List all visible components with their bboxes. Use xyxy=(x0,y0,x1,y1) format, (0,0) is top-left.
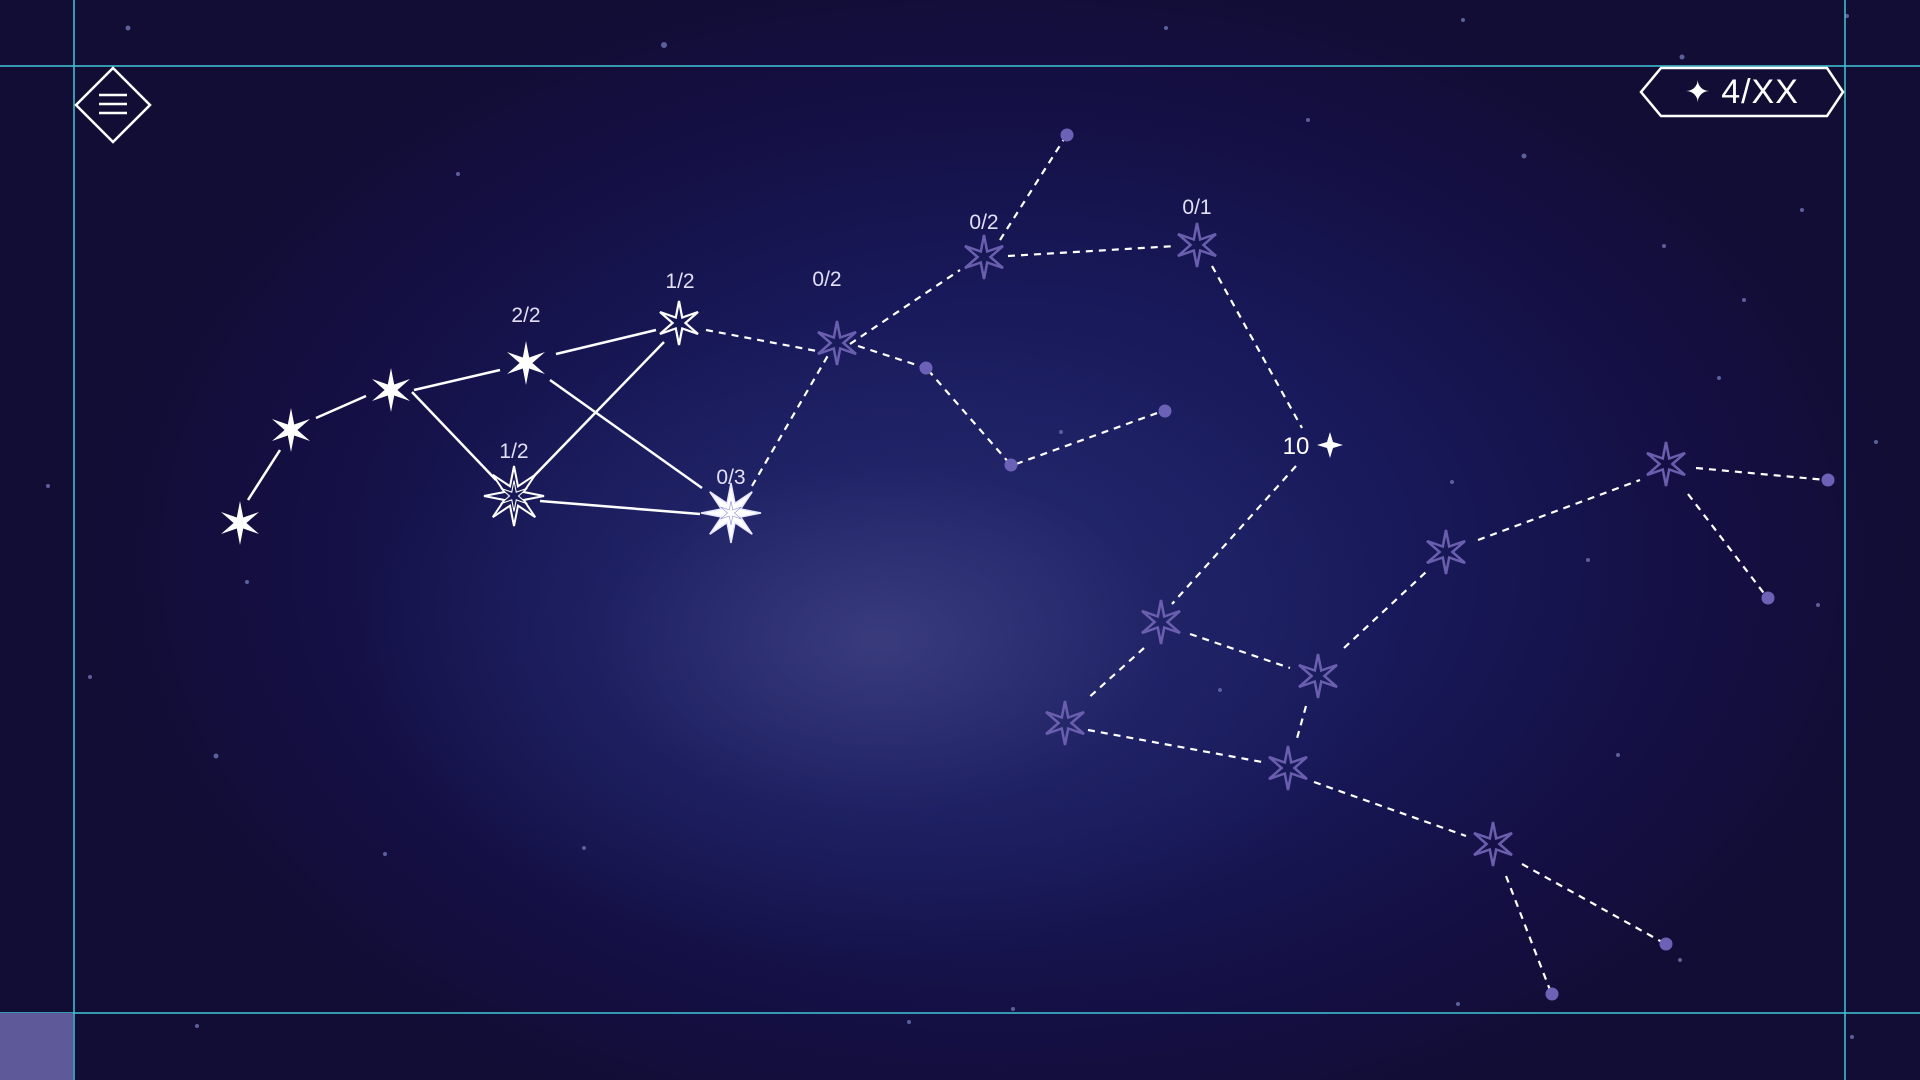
link-s8-d1 xyxy=(857,344,927,370)
link-s12-s16 xyxy=(1294,705,1308,743)
star-s15[interactable] xyxy=(1645,440,1687,488)
link-s12-s14 xyxy=(1343,571,1427,649)
hamburger-icon xyxy=(74,66,152,144)
link-s7-s8 xyxy=(751,351,831,487)
endpoint-dots xyxy=(919,128,1835,1001)
link-s9-s10 xyxy=(1007,244,1177,258)
corner-swatch xyxy=(0,1013,73,1080)
star-s6[interactable] xyxy=(483,465,545,527)
star-s4[interactable] xyxy=(507,341,545,385)
link-s3-s6 xyxy=(411,391,497,481)
label-s5: 1/2 xyxy=(665,270,694,293)
label-s7: 0/3 xyxy=(716,466,745,489)
link-s1-s2 xyxy=(246,449,282,501)
link-s9-d2 xyxy=(999,135,1067,241)
star-s2[interactable] xyxy=(272,408,310,452)
star-s7[interactable] xyxy=(700,482,762,544)
node-dot xyxy=(1545,987,1559,1001)
star-s1[interactable] xyxy=(221,501,259,545)
node-dot xyxy=(1821,473,1835,487)
node-dot xyxy=(1004,458,1018,472)
badge-frame xyxy=(1639,66,1845,118)
link-s16-s17 xyxy=(1313,780,1467,838)
star-s16[interactable] xyxy=(1267,744,1309,792)
link-reward-s11 xyxy=(1171,465,1297,605)
reward-sparkle-icon xyxy=(1317,432,1343,458)
background-dust xyxy=(46,14,1878,1039)
link-s2-s3 xyxy=(315,394,367,420)
counter-content: ✦ 4/XX xyxy=(1639,66,1845,118)
label-s8: 0/2 xyxy=(812,268,841,291)
star-s5[interactable] xyxy=(658,299,700,347)
link-s17-d8 xyxy=(1504,875,1552,991)
link-d3-d4 xyxy=(1015,410,1161,466)
star-s10[interactable] xyxy=(1176,221,1218,269)
star-s12[interactable] xyxy=(1297,652,1339,700)
link-d1-d3 xyxy=(927,369,1011,465)
star-counter-badge[interactable]: ✦ 4/XX xyxy=(1639,66,1845,118)
reward-value: 10 xyxy=(1283,433,1310,460)
node-dot xyxy=(1060,128,1074,142)
link-s17-d7 xyxy=(1521,863,1663,943)
node-dot xyxy=(1158,404,1172,418)
progress-labels: 2/2 1/2 1/2 0/3 0/2 0/2 0/1 xyxy=(499,196,1211,489)
link-s8-s9 xyxy=(849,269,961,345)
menu-button[interactable] xyxy=(74,66,152,144)
star-s17[interactable] xyxy=(1472,820,1514,868)
node-dot xyxy=(1761,591,1775,605)
link-s15-d6 xyxy=(1687,493,1767,597)
link-s3-s4 xyxy=(413,368,501,392)
star-s11[interactable] xyxy=(1140,598,1182,646)
counter-value: 4/XX xyxy=(1721,72,1799,111)
link-s11-s12 xyxy=(1189,632,1291,670)
link-s4-s7 xyxy=(549,378,703,490)
reward-node[interactable]: 10 xyxy=(1283,432,1343,460)
star-s14[interactable] xyxy=(1425,528,1467,576)
node-dot xyxy=(919,361,933,375)
star-s9[interactable] xyxy=(963,233,1005,281)
link-s13-s16 xyxy=(1087,728,1263,764)
label-s6: 1/2 xyxy=(499,440,528,463)
link-s15-d5 xyxy=(1695,466,1827,482)
link-s4-s5 xyxy=(555,328,657,356)
link-s5-s8 xyxy=(705,328,823,354)
star-s3[interactable] xyxy=(372,368,410,412)
label-s4: 2/2 xyxy=(511,304,540,327)
sparkle-icon: ✦ xyxy=(1685,75,1712,109)
label-s9: 0/2 xyxy=(969,211,998,234)
star-s13[interactable] xyxy=(1044,699,1086,747)
node-dot xyxy=(1659,937,1673,951)
label-s10: 0/1 xyxy=(1182,196,1211,219)
link-s11-s13 xyxy=(1085,647,1145,701)
link-s10-reward xyxy=(1211,265,1303,429)
link-s14-s15 xyxy=(1477,478,1641,542)
link-s6-s7 xyxy=(539,499,701,516)
completed-links xyxy=(246,328,703,516)
pending-links-bright xyxy=(705,135,1827,991)
link-s6-s5 xyxy=(533,341,665,477)
